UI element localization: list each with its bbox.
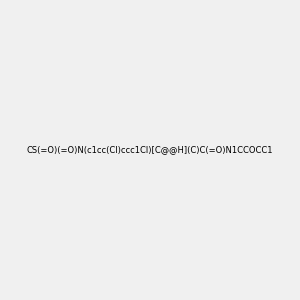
- Text: CS(=O)(=O)N(c1cc(Cl)ccc1Cl)[C@@H](C)C(=O)N1CCOCC1: CS(=O)(=O)N(c1cc(Cl)ccc1Cl)[C@@H](C)C(=O…: [27, 146, 273, 154]
